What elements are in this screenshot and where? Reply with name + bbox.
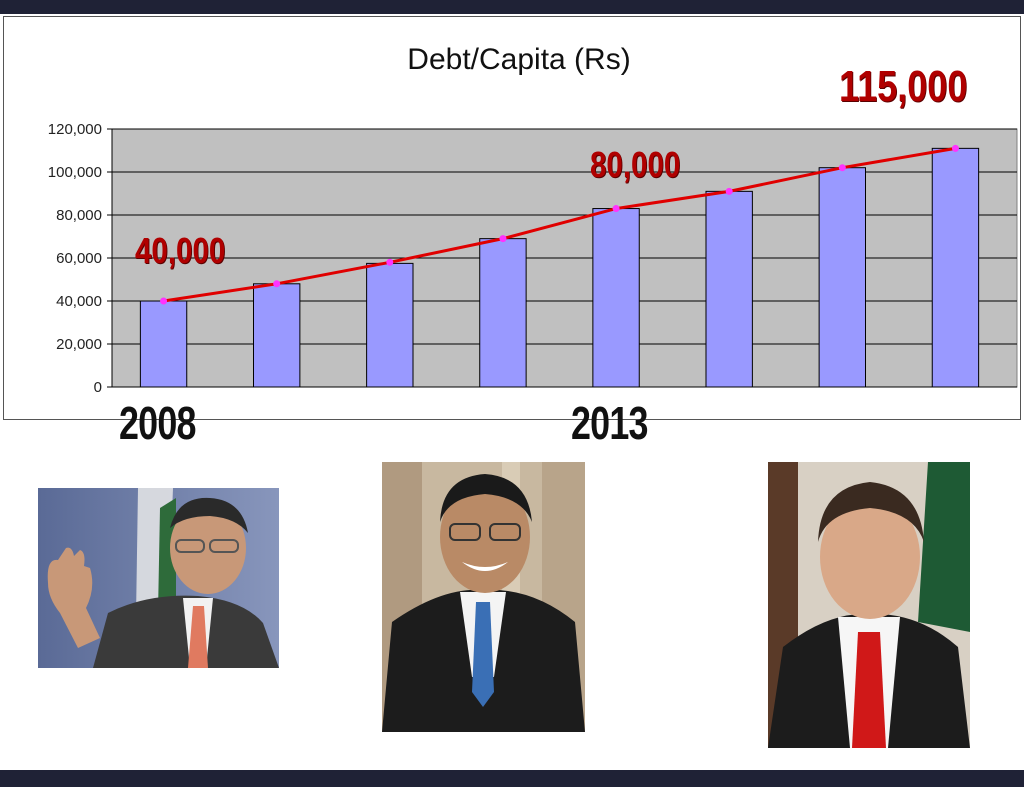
- value-callout: 40,000: [134, 230, 225, 271]
- trend-point: [725, 187, 733, 195]
- bar: [818, 167, 867, 388]
- top-band: [0, 0, 1024, 14]
- y-tick-label: 40,000: [56, 293, 102, 310]
- bottom-band: [0, 770, 1024, 787]
- bar: [479, 238, 527, 388]
- y-tick-label: 100,000: [48, 164, 102, 181]
- chart-title: Debt/Capita (Rs): [407, 43, 630, 76]
- bar: [139, 300, 188, 388]
- chart-frame: 0 20,000 40,000 60,000 80,000 100,000 120,000 D…: [3, 16, 1021, 420]
- year-label: 2008: [118, 397, 196, 449]
- y-tick-label: 60,000: [56, 250, 102, 267]
- bar: [705, 190, 753, 388]
- bar: [252, 283, 301, 388]
- y-tick-label: 0: [94, 379, 102, 396]
- value-callout: 115,000: [839, 62, 968, 111]
- bar: [931, 147, 980, 388]
- trend-point: [838, 164, 846, 172]
- chart: 0 20,000 40,000 60,000 80,000 100,000 120,000 D…: [48, 43, 1018, 396]
- y-tick-label: 120,000: [48, 121, 102, 138]
- value-callout: 80,000: [590, 143, 681, 185]
- trend-point: [499, 235, 507, 243]
- trend-point: [612, 205, 620, 213]
- trend-line: [163, 146, 956, 303]
- portrait-left-photo: [38, 488, 279, 668]
- trend-point: [951, 144, 959, 152]
- bar: [366, 262, 414, 388]
- year-label: 2013: [571, 397, 648, 449]
- bar: [592, 208, 640, 388]
- portrait-right-photo: [768, 462, 970, 748]
- y-tick-label: 80,000: [56, 207, 102, 224]
- trend-point: [386, 258, 394, 266]
- portrait-center-photo: [382, 462, 585, 732]
- y-tick-label: 20,000: [56, 336, 102, 353]
- trend-point: [160, 297, 168, 305]
- trend-point: [273, 280, 281, 288]
